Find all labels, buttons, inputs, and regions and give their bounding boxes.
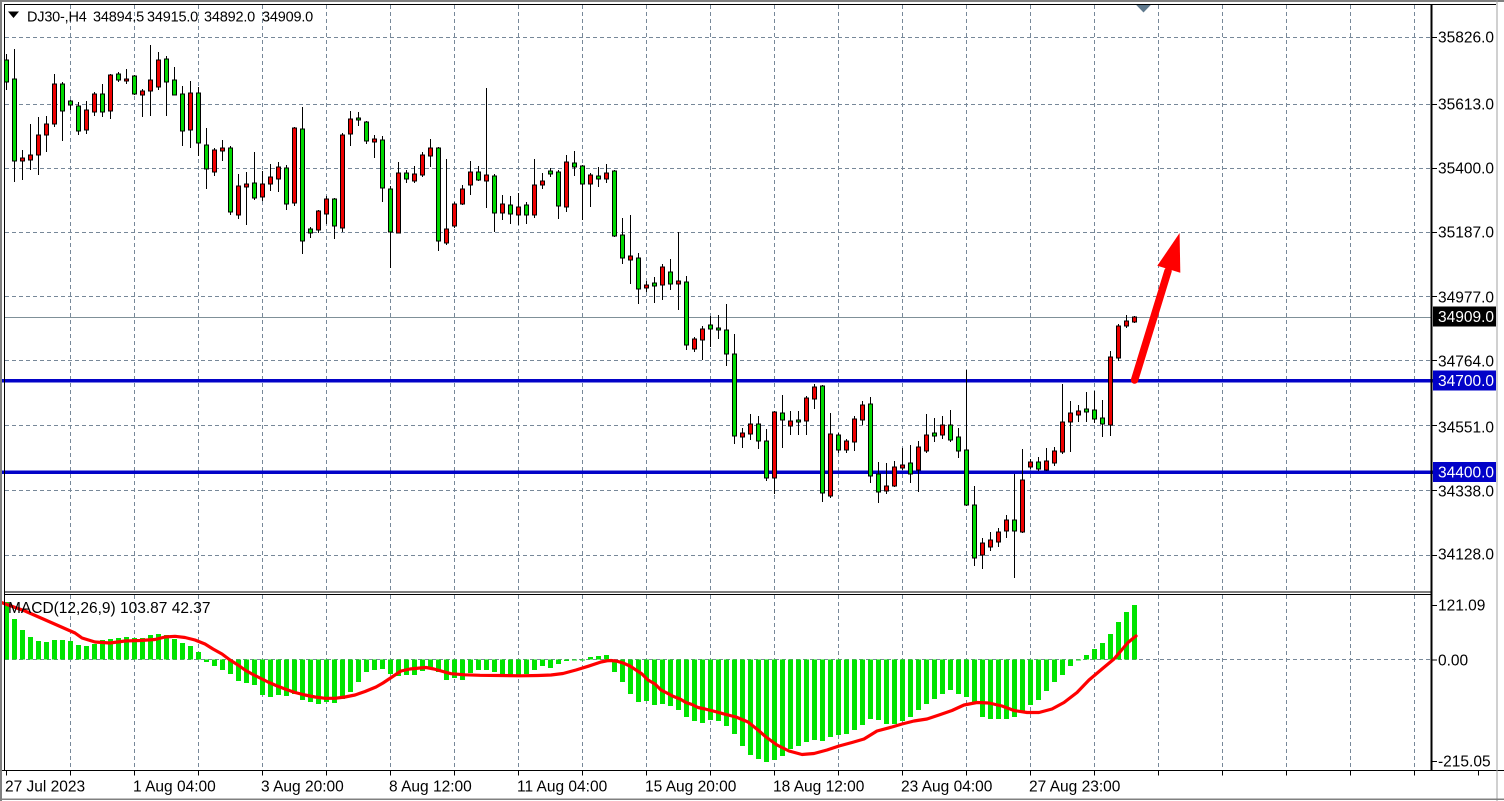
svg-text:121.09: 121.09 xyxy=(1438,597,1485,614)
svg-text:MACD(12,26,9) 103.87 42.37: MACD(12,26,9) 103.87 42.37 xyxy=(8,600,210,617)
svg-text:34128.0: 34128.0 xyxy=(1438,546,1494,563)
svg-text:34909.0: 34909.0 xyxy=(1438,309,1494,326)
svg-text:27 Jul 2023: 27 Jul 2023 xyxy=(5,779,85,796)
svg-text:27 Aug 23:00: 27 Aug 23:00 xyxy=(1029,779,1121,796)
svg-text:8 Aug 12:00: 8 Aug 12:00 xyxy=(389,779,472,796)
svg-text:3 Aug 20:00: 3 Aug 20:00 xyxy=(261,779,344,796)
svg-text:35826.0: 35826.0 xyxy=(1438,29,1494,46)
svg-text:11 Aug 04:00: 11 Aug 04:00 xyxy=(517,779,608,796)
svg-text:34894.5: 34894.5 xyxy=(93,10,144,26)
svg-text:34977.0: 34977.0 xyxy=(1438,289,1494,306)
svg-text:15 Aug 20:00: 15 Aug 20:00 xyxy=(645,779,737,796)
svg-text:0.00: 0.00 xyxy=(1438,652,1469,669)
svg-text:34764.0: 34764.0 xyxy=(1438,353,1494,370)
svg-text:23 Aug 04:00: 23 Aug 04:00 xyxy=(901,779,993,796)
svg-text:35613.0: 35613.0 xyxy=(1438,96,1494,113)
svg-text:34551.0: 34551.0 xyxy=(1438,419,1494,436)
svg-text:18 Aug 12:00: 18 Aug 12:00 xyxy=(773,779,865,796)
svg-text:34909.0: 34909.0 xyxy=(262,10,313,26)
svg-text:34400.0: 34400.0 xyxy=(1438,464,1494,481)
svg-text:34338.0: 34338.0 xyxy=(1438,483,1494,500)
svg-text:1 Aug 04:00: 1 Aug 04:00 xyxy=(133,779,216,796)
svg-text:DJ30-,H4: DJ30-,H4 xyxy=(27,10,87,26)
svg-text:34915.0: 34915.0 xyxy=(147,10,198,26)
svg-text:35187.0: 35187.0 xyxy=(1438,224,1494,241)
svg-text:-215.05: -215.05 xyxy=(1438,753,1491,770)
svg-text:35400.0: 35400.0 xyxy=(1438,160,1494,177)
svg-text:34892.0: 34892.0 xyxy=(204,10,255,26)
svg-text:34700.0: 34700.0 xyxy=(1438,373,1494,390)
